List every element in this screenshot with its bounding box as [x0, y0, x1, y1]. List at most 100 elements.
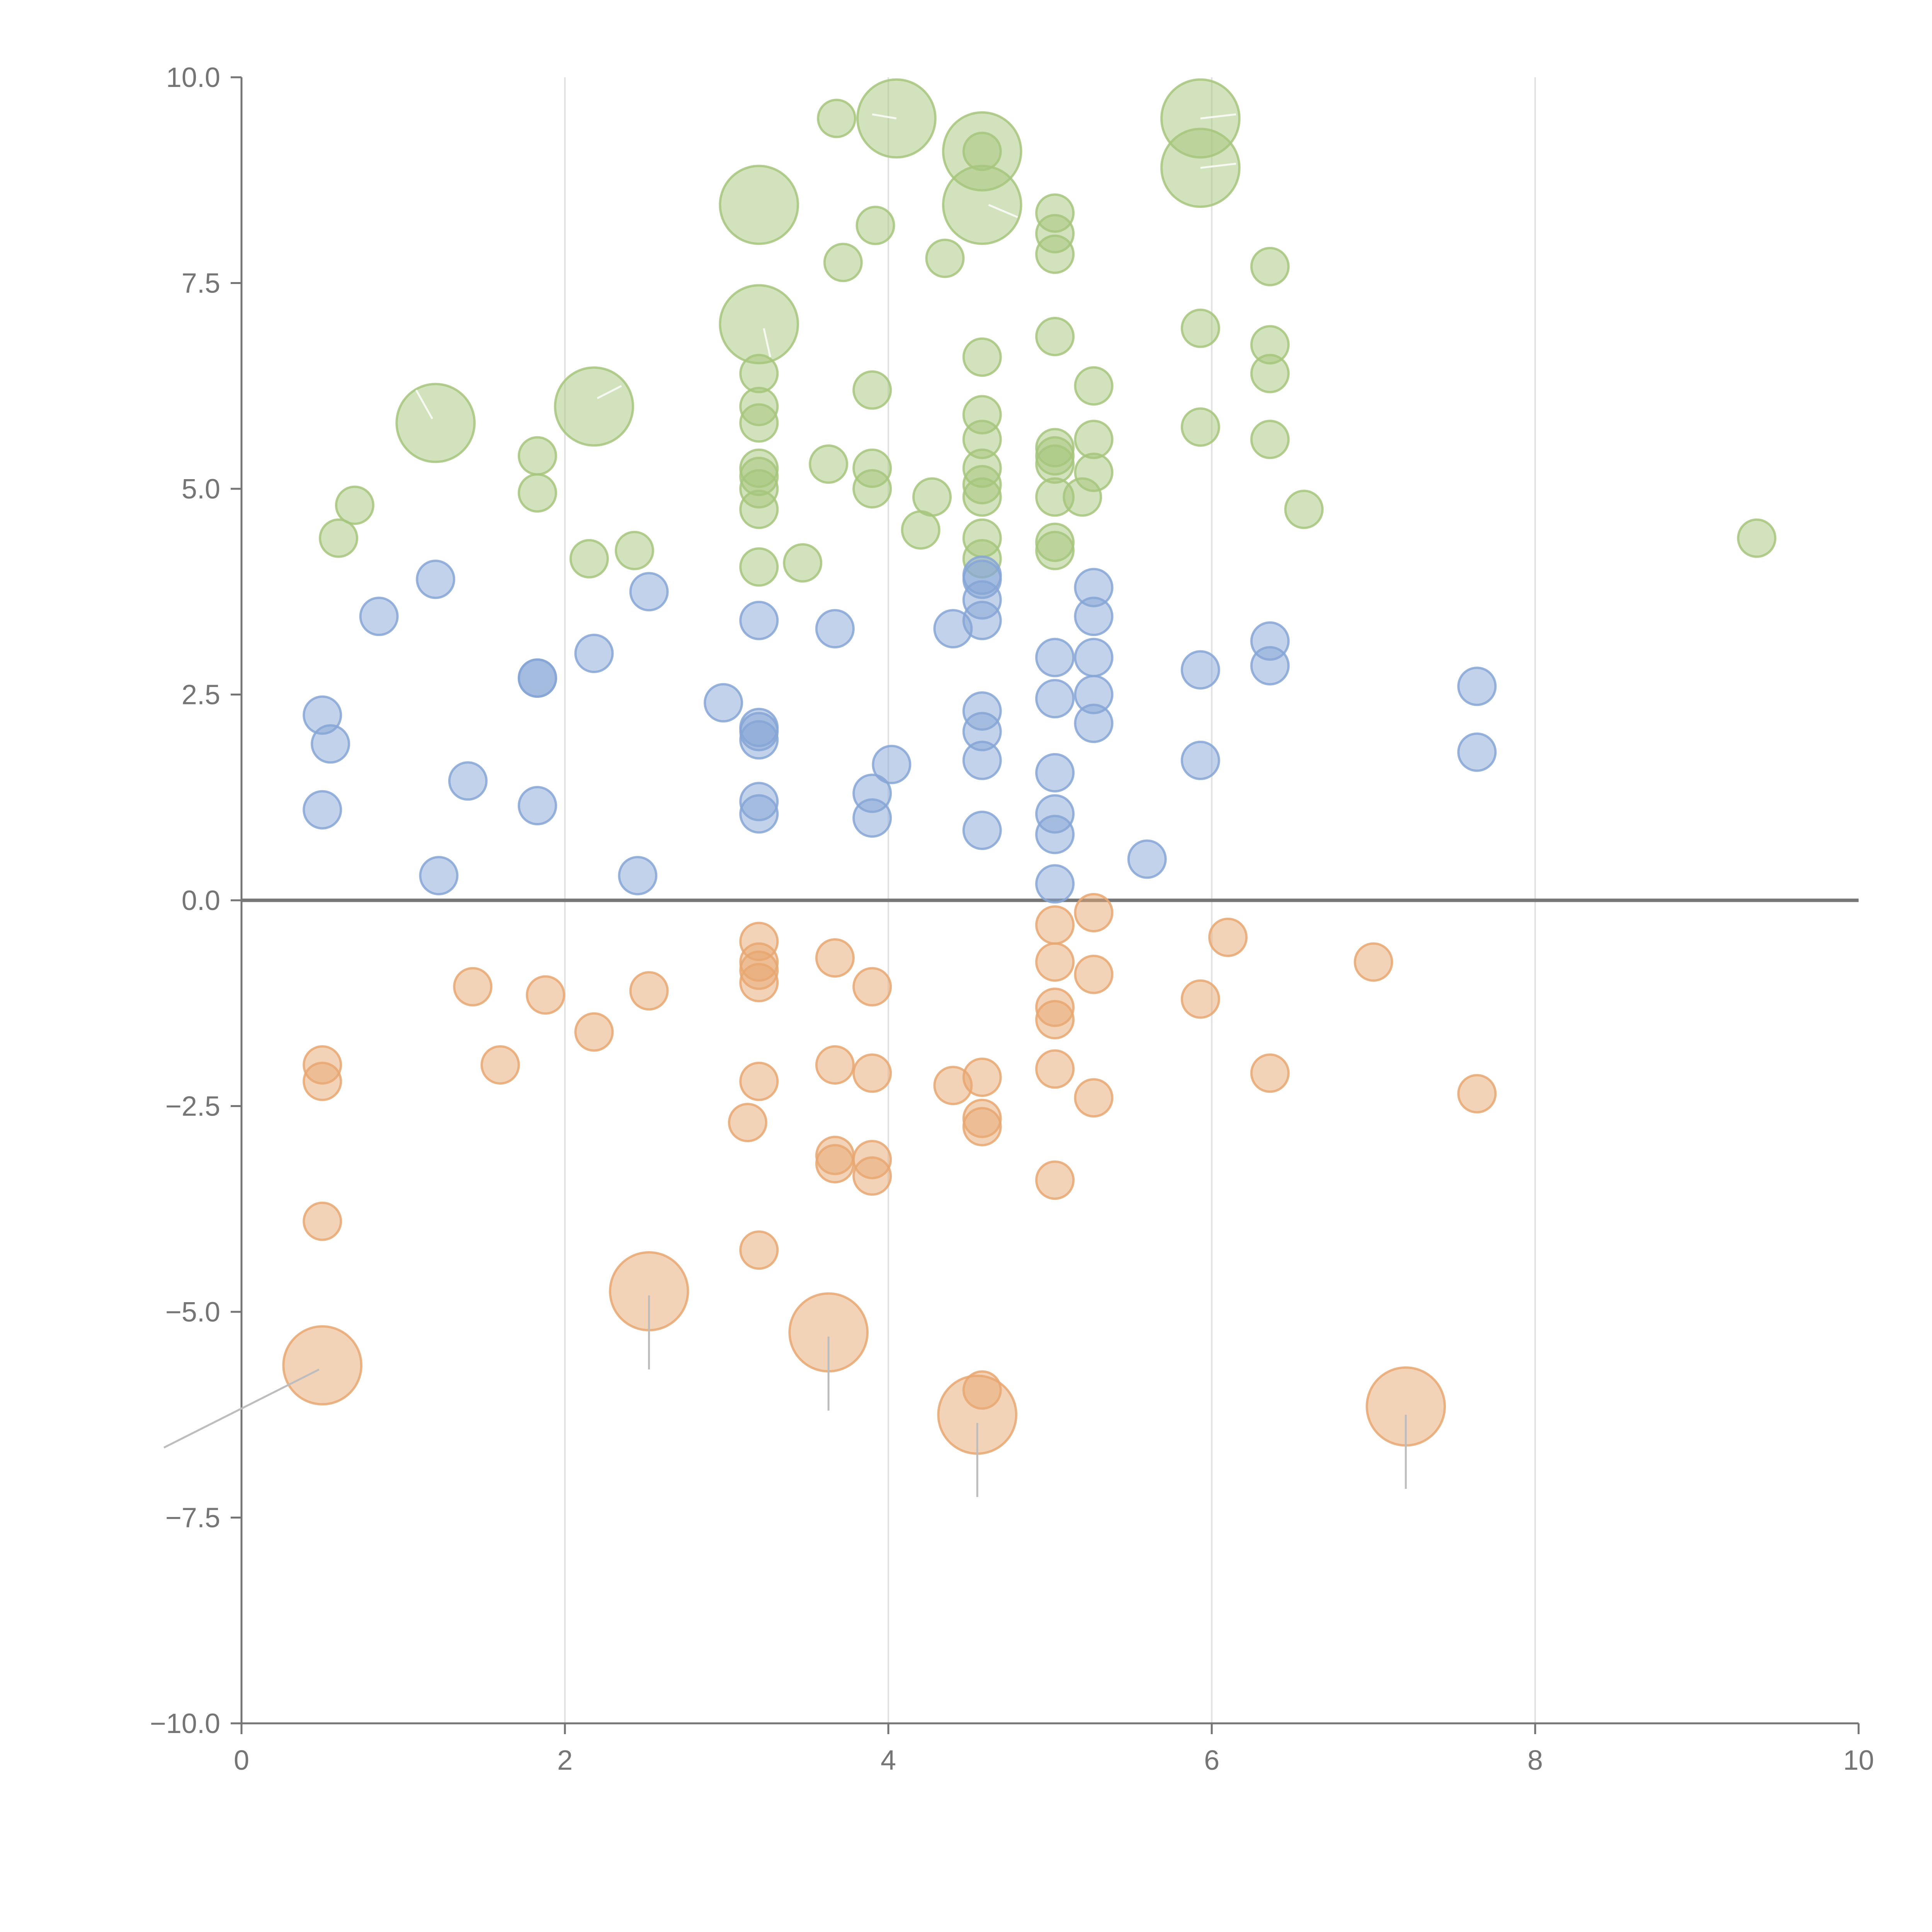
leader-line: [872, 113, 897, 119]
data-point-low: [1035, 1049, 1075, 1089]
y-tick-label: 2.5: [182, 680, 220, 711]
data-point-high: [1737, 518, 1777, 558]
data-point-high: [962, 131, 1002, 171]
leader-line: [763, 328, 771, 357]
data-point-low: [1250, 1053, 1290, 1093]
data-point-high: [719, 284, 799, 364]
y-tick-label: 7.5: [182, 268, 220, 299]
data-point-mid: [416, 560, 456, 599]
data-point-high: [1074, 366, 1114, 406]
data-point-mid: [704, 683, 743, 723]
data-point-low: [282, 1325, 363, 1406]
data-point-mid: [618, 856, 658, 896]
leader-line: [597, 385, 622, 399]
data-point-high: [962, 477, 1002, 517]
data-point-mid: [419, 856, 459, 896]
data-point-low: [815, 938, 855, 978]
data-point-high: [1180, 407, 1220, 447]
data-point-low: [962, 1057, 1002, 1097]
data-point-low: [739, 1061, 779, 1101]
data-point-high: [1180, 308, 1220, 348]
data-point-low: [815, 1045, 855, 1085]
data-point-high: [319, 518, 359, 558]
leader-line: [415, 389, 434, 420]
data-point-mid: [517, 786, 557, 826]
data-point-high: [1035, 531, 1075, 570]
data-point-mid: [1250, 646, 1290, 685]
data-point-mid: [1035, 753, 1075, 793]
data-point-high: [901, 510, 940, 550]
data-point-mid: [1035, 679, 1075, 719]
y-tick-label: −2.5: [165, 1091, 220, 1122]
data-point-low: [629, 971, 669, 1011]
data-point-high: [614, 531, 654, 570]
leader-lines: [163, 113, 1407, 1497]
data-point-high: [1074, 420, 1114, 459]
data-point-high: [912, 477, 952, 517]
data-point-mid: [1074, 638, 1114, 677]
data-point-high: [517, 473, 557, 513]
data-point-high: [1250, 354, 1290, 393]
tick-labels: 10.0 7.5 5.0 2.5 0.0 −2.5 −5.0 −7.5 −10.0 0 2 4 6 8 10: [150, 62, 1874, 1776]
leader-line: [1200, 113, 1236, 119]
x-tick-label: 0: [234, 1745, 249, 1776]
x-tick-label: 6: [1204, 1745, 1219, 1776]
data-point-high: [852, 370, 892, 410]
data-point-high: [1284, 490, 1324, 529]
y-tick-label: 5.0: [182, 474, 220, 505]
data-point-high: [569, 539, 609, 579]
data-point-mid: [962, 810, 1002, 850]
data-point-high: [1035, 234, 1075, 274]
data-point-mid: [962, 600, 1002, 640]
data-point-mid: [1035, 638, 1075, 677]
data-point-high: [823, 243, 863, 282]
data-point-mid: [1074, 704, 1114, 743]
data-point-low: [852, 1156, 892, 1196]
data-point-high: [817, 99, 857, 138]
data-point-mid: [1180, 650, 1220, 690]
data-point-low: [1035, 1160, 1075, 1200]
data-point-mid: [303, 790, 342, 830]
x-tick-label: 10: [1843, 1745, 1874, 1776]
data-point-high: [962, 337, 1002, 377]
data-point-high: [809, 444, 849, 484]
data-point-high: [517, 436, 557, 476]
data-point-low: [1074, 1078, 1114, 1118]
data-point-low: [1180, 979, 1220, 1019]
data-point-low: [1457, 1074, 1497, 1114]
data-point-low: [962, 1107, 1002, 1146]
data-point-mid: [1457, 732, 1497, 772]
data-point-high: [739, 354, 779, 393]
data-point-high: [395, 383, 476, 463]
data-point-mid: [739, 720, 779, 760]
data-point-low: [852, 967, 892, 1007]
data-point-low: [1354, 942, 1393, 982]
data-point-high: [855, 206, 895, 245]
data-point-low: [303, 1061, 342, 1101]
data-point-high: [719, 165, 799, 245]
data-point-mid: [311, 724, 350, 764]
data-point-mid: [448, 761, 488, 801]
data-point-low: [480, 1045, 520, 1085]
data-point-low: [303, 1201, 342, 1241]
data-point-mid: [739, 794, 779, 834]
data-point-high: [852, 469, 892, 509]
leader-line: [1200, 163, 1236, 169]
data-point-mid: [1180, 740, 1220, 780]
data-point-low: [739, 1230, 779, 1270]
data-points: [282, 78, 1777, 1455]
data-point-low: [1074, 954, 1114, 994]
data-point-low: [739, 963, 779, 1002]
data-point-low: [574, 1012, 614, 1052]
data-point-low: [815, 1144, 855, 1184]
data-point-high: [1250, 247, 1290, 286]
data-point-mid: [815, 609, 855, 649]
data-point-mid: [1074, 597, 1114, 636]
data-point-high: [942, 165, 1022, 245]
data-point-low: [728, 1103, 767, 1143]
y-tick-label: −5.0: [165, 1297, 220, 1328]
y-tick-label: −7.5: [165, 1503, 220, 1534]
data-point-mid: [1127, 839, 1167, 879]
